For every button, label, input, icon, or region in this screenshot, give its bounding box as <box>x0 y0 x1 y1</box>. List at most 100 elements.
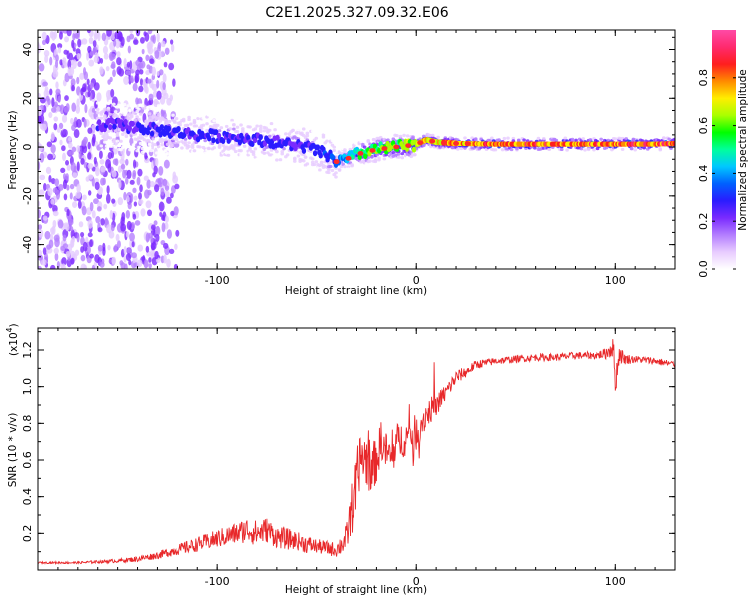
spectrogram-spread-mark <box>565 148 569 152</box>
spectrogram-spread-mark <box>289 124 294 128</box>
spectrogram-noise-mark <box>81 144 88 154</box>
spectrogram-noise-mark <box>64 36 69 43</box>
spectrogram-spread-mark <box>563 136 568 140</box>
spectrogram-spread-mark <box>146 119 150 123</box>
spectrogram-spread-mark <box>633 148 637 152</box>
spectrogram-spread-mark <box>658 147 663 151</box>
spectrogram-spread-mark <box>212 146 216 150</box>
spectrogram-spread-mark <box>400 152 405 156</box>
spectrogram-noise-mark <box>129 30 134 34</box>
spectrogram-spread-mark <box>215 157 220 161</box>
spectrogram-spread-mark <box>146 149 150 153</box>
spectrogram-noise-mark <box>52 204 58 213</box>
spectrogram-noise-mark <box>57 43 63 49</box>
spectrogram-spread-mark <box>377 158 381 162</box>
spectrogram-noise-mark <box>160 187 165 196</box>
spectrogram-noise-mark <box>135 30 141 37</box>
spectrogram-noise-mark <box>53 123 58 131</box>
spectrogram-spread-mark <box>542 137 546 141</box>
spectrogram-spread-mark <box>500 148 505 152</box>
snr-y-tick-label: 0.4 <box>21 488 34 506</box>
spectrogram-noise-mark <box>145 245 150 253</box>
spectrogram-spread-mark <box>298 164 302 168</box>
spectrogram-noise-mark <box>156 79 160 89</box>
spectrogram-noise-mark <box>73 30 77 34</box>
spectrogram-noise-mark <box>61 128 68 138</box>
snr-y-multiplier-close: ) <box>8 323 20 327</box>
spectrogram-spread-mark <box>169 148 173 152</box>
spectrogram-spread-mark <box>328 160 333 164</box>
spectrogram-spread-mark <box>305 131 310 135</box>
spectrogram-noise-mark <box>158 137 165 144</box>
spectrogram-noise-mark <box>74 33 80 40</box>
spectrogram-spread-mark <box>122 102 127 107</box>
spectrogram-noise-mark <box>86 52 90 61</box>
spectrogram-spread-mark <box>280 149 285 154</box>
spectrogram-noise-mark <box>126 61 130 68</box>
spectrogram-noise-mark <box>155 225 160 235</box>
spectrogram-noise-mark <box>58 122 64 130</box>
spectrogram-spread-mark <box>305 134 310 138</box>
spectrogram-noise-mark <box>129 33 135 40</box>
spectrogram-noise-mark <box>76 145 81 153</box>
spectrogram-spread-mark <box>257 160 261 165</box>
spectrogram-spread-mark <box>246 119 251 123</box>
spectrogram-noise-mark <box>126 169 132 180</box>
spectrogram-noise-mark <box>143 83 148 93</box>
spectrogram-spread-mark <box>278 162 283 166</box>
spectrogram-noise-mark <box>163 254 167 264</box>
spectrogram-noise-mark <box>116 51 121 58</box>
spectrogram-spread-mark <box>108 136 113 140</box>
spectrogram-ridge-mark <box>411 146 417 153</box>
spectrogram-noise-mark <box>43 89 49 98</box>
spectrogram-noise-mark <box>60 263 66 269</box>
spectrogram-noise-mark <box>100 218 105 226</box>
spectrogram-noise-mark <box>38 189 45 196</box>
spectrogram-spread-mark <box>592 148 596 152</box>
spectrogram-ridge-mark <box>258 134 263 141</box>
spectrogram-spread-mark <box>174 137 179 142</box>
spectrogram-spread-mark <box>280 120 285 124</box>
spectrogram-noise-mark <box>62 173 67 181</box>
spectrogram-spread-mark <box>327 131 331 136</box>
spectrogram-spread-mark <box>196 116 200 121</box>
spectrogram-spread-mark <box>327 170 331 175</box>
spectrogram-noise-mark <box>123 191 127 201</box>
snr-panel: -100 0 100 0.2 0.4 0.6 0.8 1.0 1.2 Height of st… <box>5 323 676 596</box>
spectrogram-spread-mark <box>257 157 261 162</box>
spectrogram-noise-mark <box>38 265 42 269</box>
spectrogram-noise-mark <box>130 75 134 83</box>
spectrogram-noise-mark <box>50 131 55 142</box>
spectrogram-noise-mark <box>132 187 137 194</box>
spectrogram-noise-mark <box>117 165 122 173</box>
spectrogram-noise-mark <box>88 59 95 67</box>
spectrogram-noise-mark <box>51 31 56 41</box>
spectrogram-spread-mark <box>232 147 236 151</box>
spectrogram-noise-mark <box>164 185 170 191</box>
spectrogram-noise-mark <box>107 152 113 160</box>
spectrogram-spread-mark <box>126 142 130 146</box>
spectrogram-noise-mark <box>125 231 130 238</box>
spectrogram-spread-mark <box>280 152 285 156</box>
spectrogram-noise-mark <box>87 246 91 254</box>
spectrogram-noise-mark <box>109 76 113 83</box>
spectrogram-noise-mark <box>78 221 84 228</box>
spectrogram-noise-mark <box>92 133 96 144</box>
spectrogram-noise-mark <box>91 264 96 269</box>
spectrogram-spread-mark <box>174 153 179 157</box>
spectrogram-ridge-mark <box>269 138 275 145</box>
spectrogram-noise-mark <box>148 263 152 269</box>
spectrogram-noise-mark <box>155 141 160 147</box>
spectrogram-spread-mark <box>318 171 322 175</box>
spectrogram-ridge-mark <box>96 119 102 126</box>
snr-x-tick-label: 100 <box>605 575 626 588</box>
spectrogram-spread-mark <box>210 133 215 138</box>
spectrogram-noise-mark <box>53 101 58 108</box>
spectrogram-spread-mark <box>189 112 193 116</box>
spectrogram-spread-mark <box>131 143 136 147</box>
spectrogram-noise-mark <box>61 257 67 266</box>
spectrogram-spread-mark <box>113 145 118 149</box>
spectrogram-noise-mark <box>55 88 61 95</box>
spectrogram-spread-mark <box>206 146 211 150</box>
